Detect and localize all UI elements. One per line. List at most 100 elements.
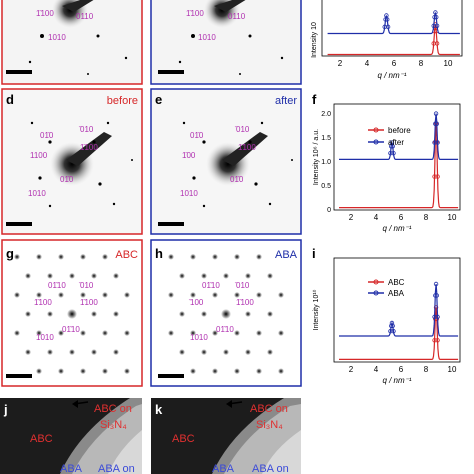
diffraction-spot: [245, 311, 251, 317]
diffraction-spot: [80, 368, 86, 375]
x-tick-label: 4: [374, 213, 379, 222]
diffraction-spot: [212, 330, 218, 337]
panel-h: h ABA 01̄10 ̄010 1̄100 ̄100 01̄10 1010: [150, 239, 302, 387]
spot-label: 1̄100: [80, 143, 98, 152]
spot-label: 1̄100: [186, 9, 204, 18]
panel-letter: g: [6, 246, 14, 261]
diffraction-spot: [223, 272, 229, 279]
region-label: ABC on: [94, 403, 132, 415]
diffraction-spot: [67, 309, 77, 319]
diffraction-spot: [245, 349, 251, 356]
data-point: [389, 320, 395, 326]
spot-label: ̄010: [78, 125, 94, 134]
x-tick-label: 2: [349, 365, 354, 374]
diffraction-spot: [124, 330, 130, 337]
spot-label: 01̄0: [190, 131, 204, 140]
data-point: [432, 14, 437, 20]
data-point: [434, 23, 440, 28]
spot-label: 01̄0: [230, 175, 244, 184]
x-tick-label: 10: [444, 59, 453, 68]
data-point: [433, 10, 438, 15]
y-ticks: 0 0.5 1.0 1.5 2.0: [321, 111, 331, 214]
y-axis-label: Intensity 10: [311, 22, 318, 58]
region-label: Si₃N₄: [256, 419, 283, 431]
data-point: [383, 17, 388, 22]
diffraction-spot: [102, 330, 108, 337]
data-point: [391, 329, 396, 334]
diffraction-spot: [223, 349, 229, 356]
panel-letter: f: [312, 92, 317, 107]
scale-bar: [158, 70, 184, 74]
data-point: [385, 17, 390, 22]
panel-letter: d: [6, 92, 14, 107]
x-tick-label: 2: [338, 59, 343, 68]
region-label: ABA on: [98, 463, 135, 474]
diffraction-spot: [14, 253, 20, 260]
data-point: [390, 323, 395, 329]
spot-label: 1010: [180, 189, 198, 198]
x-tick-label: 8: [424, 365, 429, 374]
diffraction-spot: [102, 291, 108, 298]
data-point: [434, 293, 440, 298]
panel-j: j ABC ABC on Si₃N₄ ABA ABA on: [0, 398, 142, 474]
spot-label: 1̄100: [238, 143, 256, 152]
diffraction-spot: [278, 368, 284, 375]
diffraction-spot: [58, 291, 64, 298]
diffraction-spot: [47, 349, 53, 356]
data-point: [432, 174, 437, 179]
spot-label: 1̄100: [36, 9, 54, 18]
spot-label: ̄010: [234, 125, 250, 134]
data-point: [390, 144, 395, 149]
data-point: [391, 151, 396, 156]
panel-letter: e: [155, 92, 162, 107]
legend-label: ABA: [388, 289, 405, 298]
diffraction-spot: [234, 368, 240, 375]
diffraction-spot: [58, 253, 64, 260]
panel-tag: ABC: [115, 249, 138, 261]
data-point: [433, 305, 439, 310]
spot-label: ̄010: [78, 281, 94, 290]
diffraction-spot: [25, 311, 31, 317]
scale-bar: [6, 70, 32, 74]
data-point: [389, 323, 394, 329]
diffraction-spot: [58, 368, 64, 375]
spot-label: 1̄100: [80, 298, 98, 307]
panel-g: g ABC 01̄10 ̄010 1̄100 1̄100 01̄10 1010: [1, 239, 143, 387]
region-label: ABC on: [250, 403, 288, 415]
spot-label: 1010: [198, 33, 216, 42]
data-point: [434, 14, 439, 20]
legend-label: before: [388, 126, 411, 135]
plot-row1: Intensity 10 2 4 6 8 10 q / nm⁻¹: [311, 0, 463, 80]
diffraction-spot: [36, 291, 42, 298]
diffraction-spot: [113, 272, 119, 279]
diffraction-spot: [80, 291, 86, 298]
data-point: [433, 281, 439, 287]
diffraction-spot: [25, 349, 31, 356]
diffraction-spot: [278, 330, 284, 337]
legend-label: ABC: [388, 278, 405, 287]
spot-label: 01̄0: [40, 131, 54, 140]
diffraction-spot: [113, 311, 119, 317]
scale-bar: [6, 222, 32, 226]
diffraction-spot: [201, 311, 207, 317]
scale-bar: [6, 374, 32, 378]
scale-bar: [158, 374, 184, 378]
data-point: [388, 151, 393, 156]
series-line-0: [327, 24, 460, 56]
diffraction-spot: [234, 291, 240, 298]
diffraction-spot: [25, 272, 31, 279]
x-tick-label: 4: [374, 365, 379, 374]
legend-label: after: [388, 138, 404, 147]
diffraction-spot: [91, 272, 97, 279]
panel-d: d before 01̄0 ̄010 1̄100 1100 01̄0 1010: [1, 88, 143, 235]
x-tick-label: 10: [448, 213, 457, 222]
data-point: [432, 314, 437, 320]
data-point: [388, 329, 393, 334]
panel-row1-left: 1̄100 0110 1010: [1, 0, 143, 85]
diffraction-spot: [267, 311, 273, 317]
panel-letter: h: [155, 246, 163, 261]
data-point: [432, 140, 437, 145]
data-point: [384, 13, 389, 18]
x-tick-label: 6: [399, 365, 404, 374]
diffraction-spot: [234, 330, 240, 337]
